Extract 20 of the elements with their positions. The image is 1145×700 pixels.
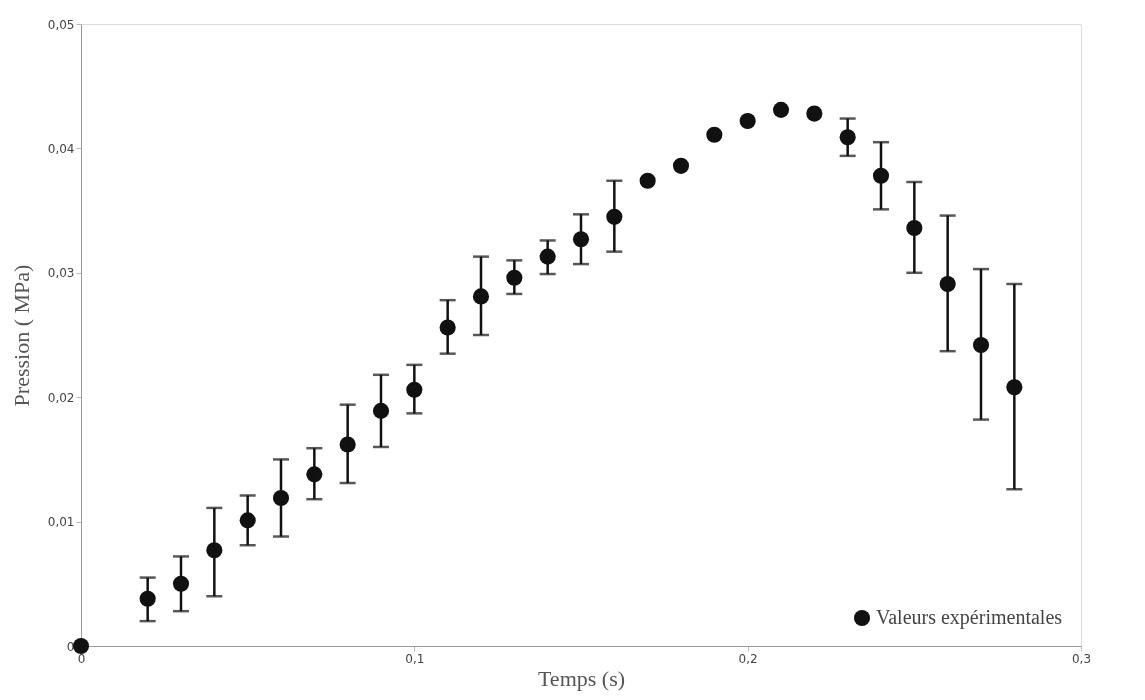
point <box>672 157 690 174</box>
x-tick-label: 0,1 <box>405 651 425 666</box>
x-tick-label: 0,2 <box>738 651 758 666</box>
point <box>706 126 723 143</box>
point <box>806 105 823 122</box>
y-tick-label: 0,05 <box>47 17 75 32</box>
legend-label: Valeurs expérimentales <box>876 606 1063 629</box>
x-tick-label: 0,3 <box>1071 651 1092 666</box>
point <box>739 112 756 130</box>
y-tick-label: 0,01 <box>47 515 75 530</box>
point <box>72 637 90 655</box>
y-tick-label: 0,02 <box>47 390 75 405</box>
x-tick-label: 0 <box>77 651 86 666</box>
y-tick-label: 0,03 <box>47 266 75 281</box>
y-tick-label: 0 <box>66 639 75 654</box>
point <box>639 172 656 189</box>
y-tick-label: 0,04 <box>47 141 75 156</box>
x-axis-title: Temps (s) <box>537 665 626 691</box>
y-axis-title: Pression ( MPa) <box>8 264 34 407</box>
point <box>772 101 790 118</box>
